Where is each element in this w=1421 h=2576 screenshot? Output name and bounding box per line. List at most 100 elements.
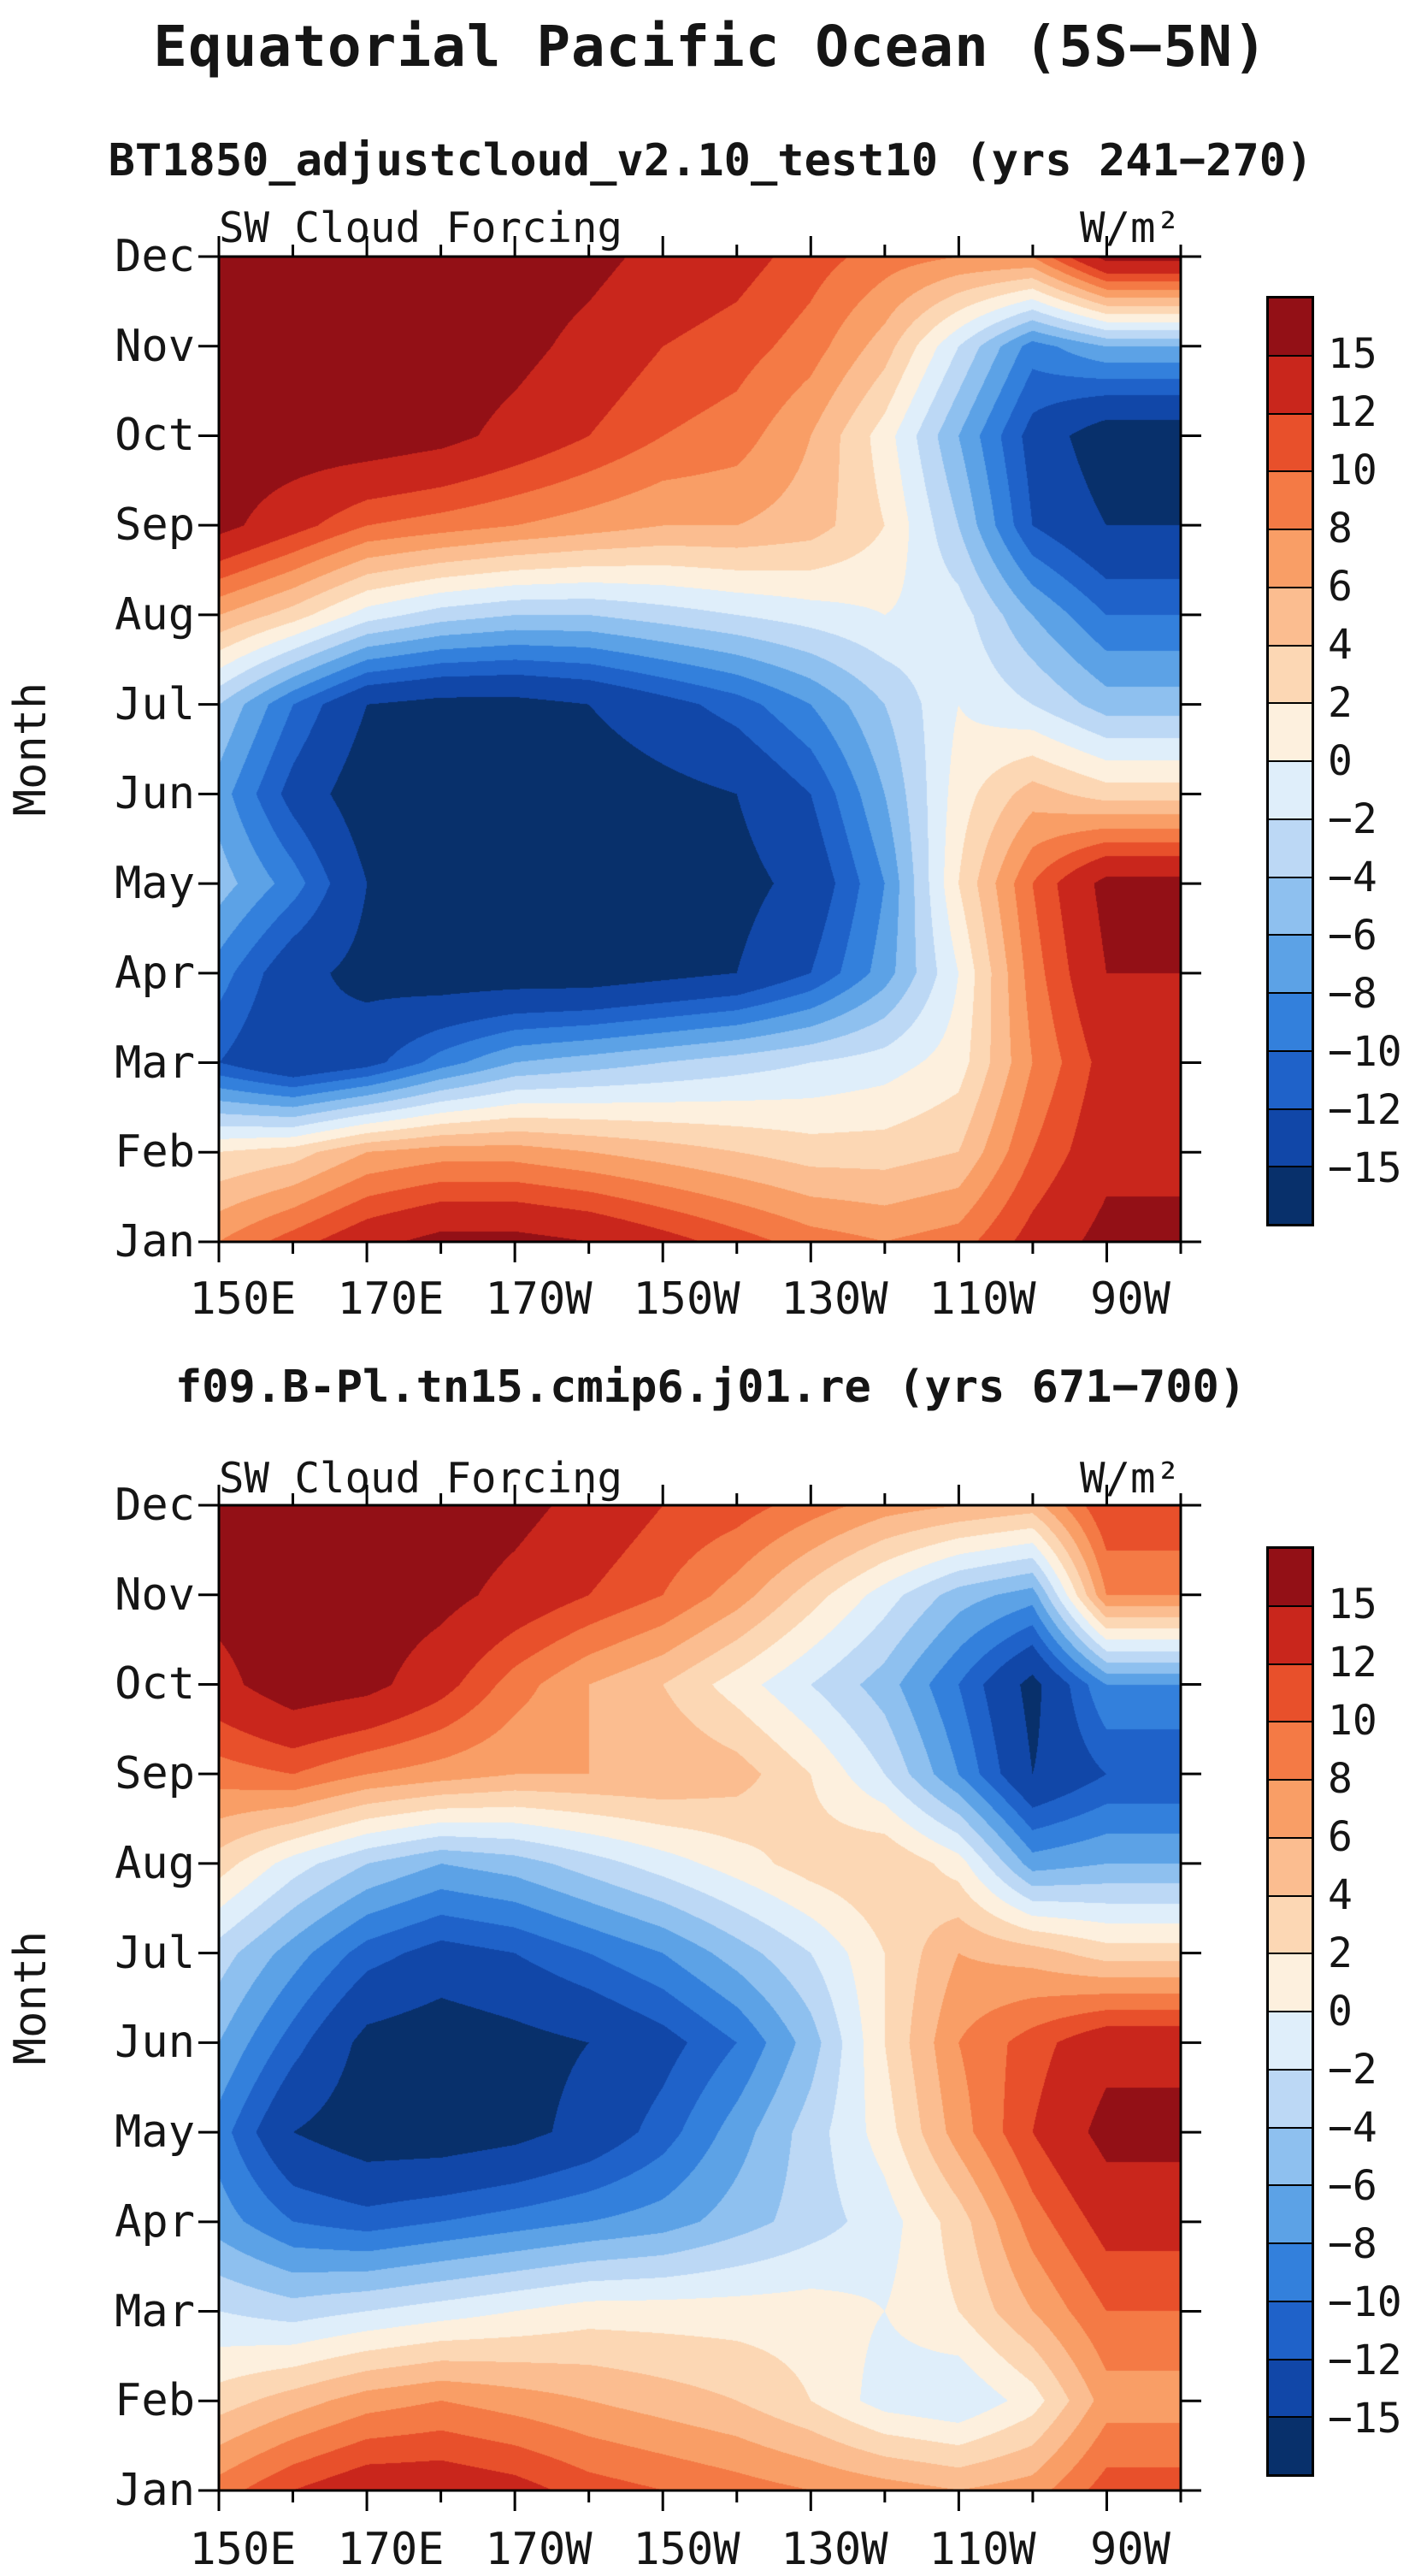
colorbar-segment [1269, 1953, 1312, 2011]
x-tick-label: 170E [337, 2524, 445, 2575]
colorbar-segment [1269, 992, 1312, 1050]
colorbar-tick-label: −2 [1328, 795, 1377, 843]
colorbar-tick-label: −4 [1328, 2104, 1377, 2152]
panel-1-title: BT1850_adjustcloud_v2.10_test10 (yrs 241… [108, 135, 1313, 186]
page-title: Equatorial Pacific Ocean (5S−5N) [153, 14, 1268, 80]
x-tick-label: 170E [337, 1273, 445, 1325]
month-tick-label: Jun [115, 768, 195, 819]
colorbar-tick-label: 10 [1328, 1697, 1377, 1745]
x-labels-1: 150E 170E 170W 150W 130W 110W 90W [189, 1273, 1229, 1326]
panel-1-subtitle-left: SW Cloud Forcing [219, 204, 623, 252]
colorbar-segment [1269, 2126, 1312, 2185]
x-tick-label: 150W [633, 1273, 740, 1325]
x-labels-2: 150E 170E 170W 150W 130W 110W 90W [189, 2524, 1229, 2576]
colorbar-segment [1269, 2300, 1312, 2359]
colorbar-labels-1: 15 12 10 8 6 4 2 0 −2 −4 −6 −8 −10 −12 −15 [1328, 296, 1421, 1226]
colorbar-segment [1269, 298, 1312, 355]
month-tick-label: May [115, 2106, 195, 2158]
colorbar-segment [1269, 1663, 1312, 1722]
month-tick-label: Jul [115, 1928, 195, 1979]
month-tick-label: Jan [115, 1216, 195, 1267]
colorbar-segment [1269, 412, 1312, 471]
month-tick-label: Oct [115, 410, 195, 461]
colorbar-segment [1269, 1049, 1312, 1108]
month-tick-label: Nov [115, 1569, 195, 1621]
x-tick-label: 170W [485, 1273, 593, 1325]
panel-2-subtitle-left: SW Cloud Forcing [219, 1454, 623, 1503]
month-tick-label: Jun [115, 2017, 195, 2068]
panel-1-subtitle-row: SW Cloud Forcing W/m² [219, 204, 1181, 252]
colorbar-tick-label: 0 [1328, 1988, 1353, 2035]
month-labels-2: Jan Feb Mar Apr May Jun Jul Aug Sep Oct Nov Dec [48, 1480, 195, 2515]
x-tick-label: 150E [189, 2524, 297, 2575]
colorbar-segment [1269, 1836, 1312, 1895]
month-tick-label: Feb [115, 1126, 195, 1178]
colorbar-segment [1269, 876, 1312, 935]
colorbar-tick-label: −6 [1328, 2162, 1377, 2210]
x-tick-label: 90W [1090, 2524, 1170, 2575]
colorbar-1 [1266, 296, 1314, 1226]
colorbar-segment [1269, 644, 1312, 703]
month-tick-label: Dec [115, 231, 195, 282]
colorbar-tick-label: −4 [1328, 854, 1377, 901]
colorbar-tick-label: 12 [1328, 1639, 1377, 1687]
month-tick-label: May [115, 858, 195, 909]
month-tick-label: Aug [115, 589, 195, 641]
month-tick-label: Mar [115, 2286, 195, 2337]
colorbar-segment [1269, 760, 1312, 818]
colorbar-tick-label: 8 [1328, 505, 1353, 552]
colorbar-tick-label: 15 [1328, 330, 1377, 378]
colorbar-segment [1269, 2011, 1312, 2069]
colorbar-segment [1269, 1166, 1312, 1224]
colorbar-tick-label: 6 [1328, 563, 1353, 611]
colorbar-tick-label: 4 [1328, 621, 1353, 669]
colorbar-segment [1269, 1549, 1312, 1605]
panel-2-units-label: W/m² [1079, 1454, 1181, 1503]
colorbar-tick-label: 0 [1328, 737, 1353, 785]
colorbar-segment [1269, 818, 1312, 877]
month-tick-label: Dec [115, 1480, 195, 1531]
x-tick-label: 90W [1090, 1273, 1170, 1325]
x-tick-label: 130W [781, 1273, 888, 1325]
colorbar-segment [1269, 2358, 1312, 2417]
x-tick-label: 130W [781, 2524, 888, 2575]
x-tick-label: 150W [633, 2524, 740, 2575]
colorbar-segment [1269, 1604, 1312, 1663]
month-tick-label: Aug [115, 1838, 195, 1889]
colorbar-segment [1269, 1721, 1312, 1779]
colorbar-tick-label: 12 [1328, 388, 1377, 436]
colorbar-tick-label: 2 [1328, 1929, 1353, 1977]
colorbar-segment [1269, 1108, 1312, 1167]
month-labels-1: Jan Feb Mar Apr May Jun Jul Aug Sep Oct Nov Dec [48, 232, 195, 1267]
colorbar-segment [1269, 2242, 1312, 2301]
panel-2-subtitle-row: SW Cloud Forcing W/m² [219, 1454, 1181, 1503]
colorbar-tick-label: 2 [1328, 679, 1353, 727]
colorbar-tick-label: −2 [1328, 2046, 1377, 2094]
colorbar-tick-label: −8 [1328, 2220, 1377, 2268]
colorbar-tick-label: 4 [1328, 1871, 1353, 1919]
colorbar-tick-label: −15 [1328, 2395, 1402, 2443]
contour-canvas-2 [219, 1505, 1181, 2490]
colorbar-tick-label: 8 [1328, 1755, 1353, 1803]
colorbar-segment [1269, 2416, 1312, 2474]
colorbar-segment [1269, 2068, 1312, 2127]
colorbar-segment [1269, 2184, 1312, 2242]
colorbar-tick-label: −6 [1328, 912, 1377, 960]
colorbar-tick-label: −8 [1328, 970, 1377, 1018]
colorbar-segment [1269, 586, 1312, 645]
colorbar-tick-label: −12 [1328, 1086, 1402, 1134]
x-tick-label: 110W [929, 2524, 1036, 2575]
colorbar-segment [1269, 934, 1312, 992]
colorbar-tick-label: −12 [1328, 2337, 1402, 2384]
colorbar-tick-label: 10 [1328, 446, 1377, 494]
month-tick-label: Jan [115, 2465, 195, 2516]
month-tick-label: Feb [115, 2375, 195, 2426]
panel-2-title: f09.B-Pl.tn15.cmip6.j01.re (yrs 671−700) [174, 1362, 1247, 1413]
panel-1-units-label: W/m² [1079, 204, 1181, 252]
colorbar-2 [1266, 1546, 1314, 2477]
colorbar-segment [1269, 1894, 1312, 1953]
month-tick-label: Apr [115, 948, 195, 999]
colorbar-segment [1269, 354, 1312, 413]
x-tick-label: 170W [485, 2524, 593, 2575]
month-tick-label: Nov [115, 321, 195, 372]
